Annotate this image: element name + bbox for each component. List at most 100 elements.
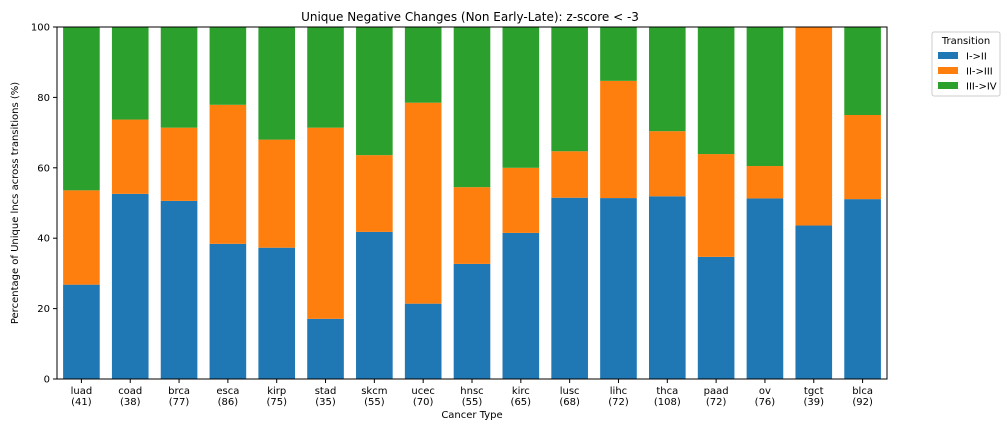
bar-stad-series-3 (307, 27, 344, 128)
x-tick-count: (92) (852, 397, 873, 408)
legend-label-2: II->III (966, 67, 993, 78)
x-tick-count: (35) (315, 397, 336, 408)
bar-ov-series-3 (746, 27, 784, 167)
x-tick-count: (41) (71, 397, 92, 408)
x-tick-label: thca (656, 386, 678, 397)
x-tick-label: coad (118, 386, 142, 397)
x-tick-count: (108) (654, 397, 681, 408)
bar-thca-series-3 (648, 27, 686, 132)
x-tick-label: paad (704, 386, 729, 397)
bar-stad-series-1 (307, 318, 344, 379)
x-tick-label: tgct (804, 386, 824, 397)
x-tick-count: (68) (559, 397, 580, 408)
bar-lusc-series-3 (551, 27, 588, 152)
x-tick-count: (65) (511, 397, 532, 408)
x-tick-label: ov (759, 386, 771, 397)
bar-lusc-series-2 (551, 151, 588, 198)
bar-paad-series-3 (697, 27, 735, 155)
x-tick-count: (72) (608, 397, 629, 408)
legend-title: Transition (941, 36, 990, 47)
bar-blca-series-1 (844, 199, 881, 379)
x-tick-label: kirc (512, 386, 530, 397)
y-tick-label: 80 (37, 93, 50, 104)
bar-kirp-series-2 (258, 139, 296, 248)
x-tick-count: (70) (413, 397, 434, 408)
bar-lihc-series-2 (600, 80, 637, 199)
bar-esca-series-2 (209, 104, 247, 244)
bar-kirc-series-1 (502, 232, 540, 379)
bar-luad-series-2 (63, 190, 100, 285)
x-tick-count: (76) (755, 397, 776, 408)
bar-thca-series-1 (648, 196, 686, 379)
bar-ucec-series-1 (404, 303, 442, 379)
bar-ucec-series-3 (404, 27, 442, 103)
bar-lihc-series-1 (600, 198, 637, 379)
bar-brca-series-2 (160, 127, 198, 201)
x-tick-label: ucec (411, 386, 435, 397)
bar-luad-series-3 (63, 27, 100, 191)
legend-frame (931, 31, 1001, 97)
bar-hnsc-series-2 (453, 187, 491, 264)
bar-hnsc-series-1 (453, 263, 491, 379)
x-tick-count: (75) (266, 397, 287, 408)
bar-ov-series-2 (746, 166, 784, 199)
bar-stad-series-2 (307, 127, 344, 319)
chart-title: Unique Negative Changes (Non Early-Late)… (301, 10, 639, 24)
legend: Transition I->II II->III III->IV (931, 31, 1001, 97)
x-tick-count: (72) (706, 397, 727, 408)
y-tick-label: 40 (37, 234, 50, 245)
x-tick-label: stad (315, 386, 337, 397)
x-axis-title: Cancer Type (441, 410, 502, 421)
bar-blca-series-3 (844, 27, 881, 115)
bar-ov-series-1 (746, 198, 784, 379)
y-tick-label: 60 (37, 163, 50, 174)
x-tick-label: lusc (560, 386, 580, 397)
bar-tgct-series-1 (795, 225, 833, 379)
legend-swatch-1 (938, 52, 958, 59)
legend-swatch-3 (938, 82, 958, 89)
legend-swatch-2 (938, 67, 958, 74)
x-tick-label: luad (71, 386, 93, 397)
bar-tgct-series-2 (795, 27, 833, 226)
y-tick-label: 100 (31, 23, 50, 34)
bar-kirp-series-3 (258, 27, 296, 140)
bar-brca-series-3 (160, 27, 198, 128)
bar-kirp-series-1 (258, 247, 296, 379)
x-tick-label: esca (216, 386, 239, 397)
y-tick-label: 0 (44, 375, 50, 386)
bars-group (63, 27, 881, 379)
bar-lihc-series-3 (600, 27, 637, 81)
bar-coad-series-3 (111, 27, 149, 120)
bar-skcm-series-1 (356, 231, 393, 379)
bar-hnsc-series-3 (453, 27, 491, 188)
x-tick-count: (55) (462, 397, 483, 408)
x-tick-count: (38) (120, 397, 141, 408)
x-axis: luad(41) coad(38) brca(77) esca(86) kirp(75)… (71, 379, 873, 408)
bar-lusc-series-1 (551, 197, 588, 379)
bar-skcm-series-3 (356, 27, 393, 156)
bar-esca-series-1 (209, 243, 247, 379)
bar-luad-series-1 (63, 284, 100, 379)
x-tick-label: brca (168, 386, 190, 397)
x-tick-label: blca (852, 386, 873, 397)
y-axis: 0 20 40 60 80 100 (31, 23, 57, 386)
bar-ucec-series-2 (404, 102, 442, 304)
legend-label-1: I->II (966, 52, 987, 63)
x-tick-label: skcm (361, 386, 387, 397)
x-tick-count: (86) (218, 397, 239, 408)
x-tick-count: (39) (803, 397, 824, 408)
bar-esca-series-3 (209, 27, 247, 105)
x-tick-count: (77) (169, 397, 190, 408)
x-tick-label: hnsc (460, 386, 483, 397)
bar-paad-series-2 (697, 154, 735, 257)
y-tick-label: 20 (37, 304, 50, 315)
x-tick-count: (55) (364, 397, 385, 408)
y-axis-title: Percentage of Unique lncs across transit… (10, 82, 21, 324)
bar-kirc-series-3 (502, 27, 540, 168)
bar-blca-series-2 (844, 115, 881, 200)
x-tick-label: lihc (610, 386, 627, 397)
x-tick-label: kirp (267, 386, 286, 397)
bar-kirc-series-2 (502, 167, 540, 233)
bar-thca-series-2 (648, 131, 686, 197)
